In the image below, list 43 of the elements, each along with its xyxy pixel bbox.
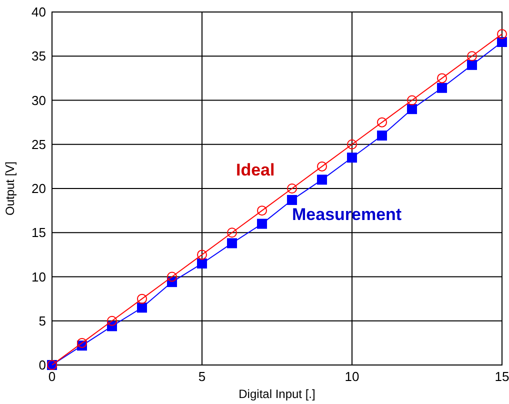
x-tick-label: 10: [344, 369, 360, 384]
point: [137, 302, 147, 313]
point: [407, 95, 417, 106]
point: [497, 29, 507, 40]
point: [287, 184, 297, 194]
point: [437, 82, 447, 93]
x-tick-label: 0: [48, 369, 56, 384]
point: [107, 316, 117, 326]
point: [257, 206, 267, 216]
y-tick-label: 10: [32, 269, 46, 284]
point: [317, 174, 327, 185]
series-label: Ideal: [236, 160, 275, 180]
point: [377, 117, 387, 128]
point: [467, 60, 477, 70]
point: [377, 130, 387, 141]
y-tick-label: 20: [32, 181, 46, 196]
point: [467, 51, 477, 62]
y-tick-label: 15: [32, 225, 46, 240]
point: [407, 104, 417, 114]
y-tick-label: 0: [38, 358, 46, 372]
x-tick-label: 15: [494, 369, 509, 384]
point: [287, 194, 297, 205]
point: [137, 294, 147, 304]
y-tick-label: 25: [32, 136, 46, 152]
point: [167, 272, 177, 282]
point: [497, 37, 507, 48]
point: [227, 238, 237, 248]
y-tick-label: 35: [32, 48, 46, 64]
point: [77, 338, 87, 348]
point: [197, 250, 207, 260]
point: [437, 73, 447, 84]
x-axis-title: Digital Input [.]: [238, 387, 316, 401]
point: [347, 152, 357, 163]
point: [317, 161, 327, 172]
y-tick-label: 5: [38, 313, 46, 328]
point: [347, 139, 357, 150]
y-axis-title: Output [V]: [3, 161, 17, 216]
point: [257, 218, 267, 229]
point: [197, 258, 207, 269]
point: [227, 228, 237, 238]
y-tick-label: 30: [32, 92, 46, 108]
y-tick-label: 40: [32, 4, 46, 20]
x-tick-label: 5: [198, 369, 206, 384]
